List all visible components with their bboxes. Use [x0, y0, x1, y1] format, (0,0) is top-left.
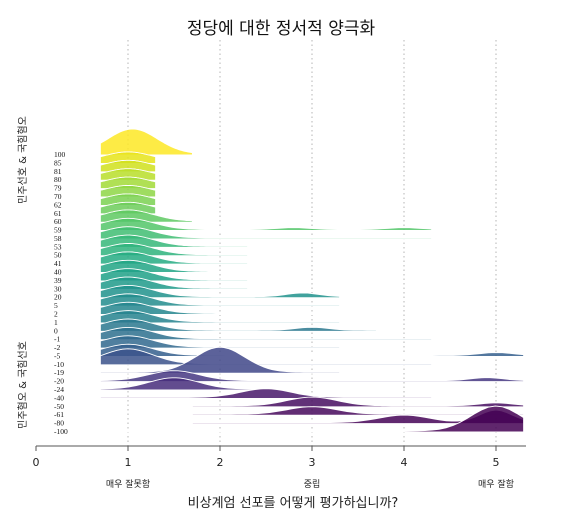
ridge-1 — [99, 310, 341, 324]
ridge-series — [99, 128, 525, 433]
row-label: -10 — [54, 360, 64, 369]
vertical-gridlines — [127, 40, 497, 446]
x-axis-label: 비상계엄 선포를 어떻게 평가하십니까? — [188, 496, 399, 511]
x-tick-label: 1 — [125, 456, 132, 469]
row-label: 0 — [54, 326, 58, 335]
row-label: 40 — [54, 268, 62, 277]
ridge--10 — [99, 348, 433, 366]
row-label: -20 — [54, 377, 64, 386]
row-label: -5 — [54, 352, 60, 361]
ridge--100 — [99, 405, 525, 433]
row-label: -1 — [54, 335, 60, 344]
ridge--19 — [99, 346, 341, 374]
row-label: 39 — [54, 276, 62, 285]
row-label: 1 — [54, 318, 58, 327]
row-label: 61 — [54, 209, 62, 218]
x-tick-label: 5 — [493, 456, 500, 469]
row-label: 79 — [54, 184, 62, 193]
row-label: 20 — [54, 293, 62, 302]
ridge-81 — [99, 159, 157, 173]
ridge-70 — [99, 185, 157, 198]
row-label: -40 — [54, 393, 64, 402]
row-label: 41 — [54, 259, 62, 268]
ridge--20 — [99, 370, 525, 383]
row-label: -80 — [54, 419, 64, 428]
row-label: 59 — [54, 226, 62, 235]
ridge-20 — [99, 284, 341, 299]
ridge-80 — [99, 168, 157, 181]
x-tick-label: 3 — [309, 456, 316, 469]
ridge-2 — [99, 301, 341, 315]
row-label: 62 — [54, 200, 62, 209]
x-tick-label: 4 — [401, 456, 408, 469]
row-label: 60 — [54, 217, 62, 226]
x-anchor-label: 매우 잘함 — [478, 478, 514, 490]
ridge-61 — [99, 201, 157, 215]
row-label: 53 — [54, 242, 62, 251]
x-anchor-label: 매우 잘못함 — [106, 478, 150, 490]
x-anchor-label: 중립 — [304, 479, 321, 490]
row-label: 85 — [54, 158, 62, 167]
row-label: 30 — [54, 284, 62, 293]
ridge--50 — [191, 396, 525, 408]
group-label-top: 민주선호 & 국힘혐오 — [17, 116, 29, 204]
ridge-5 — [99, 293, 341, 307]
row-label: -100 — [54, 427, 68, 436]
row-label: -2 — [54, 343, 60, 352]
row-label: 81 — [54, 167, 62, 176]
row-labels: 1008581807970626160595853504140393020521… — [54, 150, 68, 436]
row-label: 80 — [54, 175, 62, 184]
row-label: -61 — [54, 410, 64, 419]
ridge--40 — [99, 388, 433, 399]
ridge-62 — [99, 193, 157, 206]
chart-title: 정당에 대한 정서적 양극화 — [187, 19, 376, 39]
row-label: 100 — [54, 150, 66, 159]
row-label: -50 — [54, 402, 64, 411]
ridge--24 — [99, 377, 341, 391]
group-label-bottom: 민주혐오 & 국힘선호 — [17, 341, 29, 429]
row-label: 2 — [54, 310, 58, 319]
x-axis-ticks: 0 1 2 3 4 5 — [33, 446, 500, 469]
ridge-79 — [99, 176, 157, 190]
row-label: 50 — [54, 251, 62, 260]
x-tick-label: 2 — [217, 456, 224, 469]
ridge-85 — [99, 151, 157, 164]
x-anchor-labels: 매우 잘못함 중립 매우 잘함 — [106, 478, 514, 490]
row-label: 58 — [54, 234, 62, 243]
row-label: -19 — [54, 368, 64, 377]
row-label: -24 — [54, 385, 64, 394]
ridge-0 — [99, 318, 377, 332]
row-label: 5 — [54, 301, 58, 310]
row-label: 70 — [54, 192, 62, 201]
x-tick-label: 0 — [33, 456, 40, 469]
ridge-100 — [99, 128, 193, 156]
